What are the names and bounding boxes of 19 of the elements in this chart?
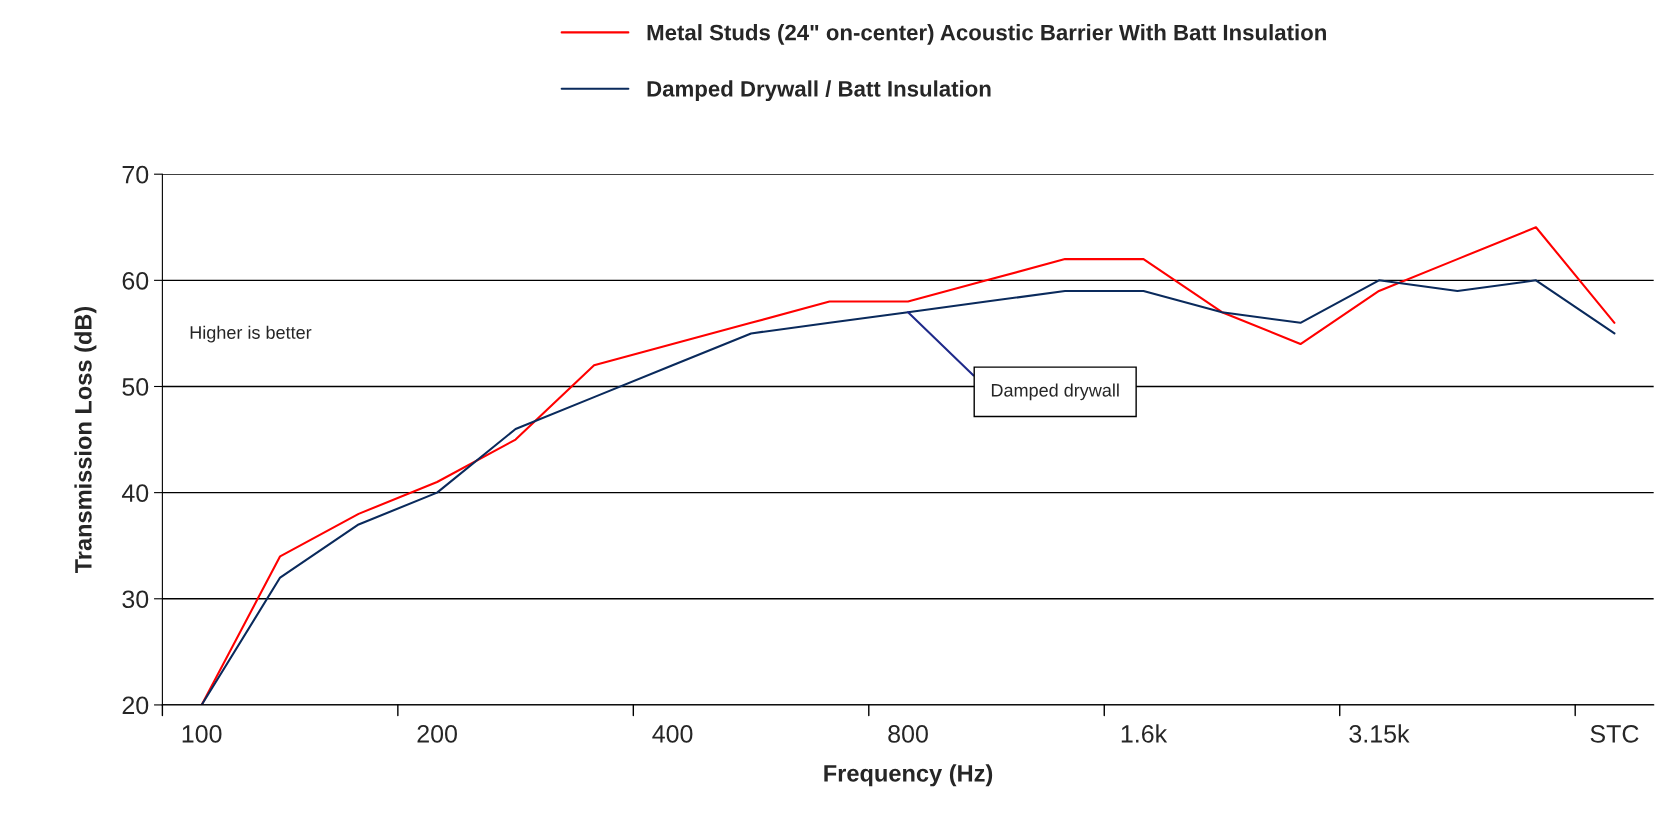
x-tick-label: 1.6k — [1121, 724, 1168, 743]
x-tick-label: 100 — [182, 725, 222, 743]
x-axis-title: Frequency (Hz) — [824, 764, 993, 787]
legend-label: Damped Drywall / Batt Insulation — [647, 80, 991, 102]
y-tick-label: 70 — [122, 165, 149, 184]
y-tick-label: 30 — [122, 590, 149, 609]
x-tick-label: 3.15k — [1349, 724, 1410, 743]
y-tick-label: 20 — [122, 696, 149, 715]
x-tick-label: 400 — [652, 725, 693, 743]
y-tick-label: 40 — [121, 484, 149, 502]
x-tick-label: STC — [1590, 725, 1639, 743]
y-tick-label: 50 — [122, 378, 149, 396]
x-tick-label: 200 — [417, 725, 457, 743]
annotation: Damped drywall — [991, 383, 1119, 401]
annotation: Higher is better — [190, 325, 312, 343]
legend-label: Metal Studs (24" on-center) Acoustic Barrier With Batt Insulation — [647, 24, 1326, 45]
y-tick-label: 60 — [122, 271, 149, 290]
y-axis-title: Transmission Loss (dB) — [74, 306, 97, 574]
x-tick-label: 800 — [888, 725, 928, 743]
